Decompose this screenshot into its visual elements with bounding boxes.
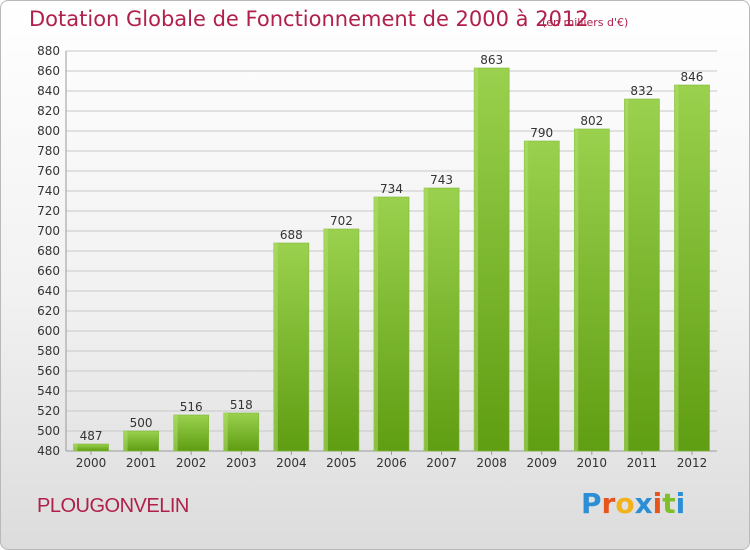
bar-2007 bbox=[423, 187, 460, 452]
data-label: 518 bbox=[230, 398, 253, 412]
data-label: 688 bbox=[280, 228, 303, 242]
logo-letter: x bbox=[634, 487, 653, 520]
bar-highlight bbox=[424, 188, 429, 451]
logo-letter: P bbox=[581, 487, 602, 520]
bar-highlight bbox=[674, 85, 679, 451]
bar-2005 bbox=[323, 228, 360, 452]
data-label: 743 bbox=[430, 173, 453, 187]
y-tick-label: 560 bbox=[37, 364, 60, 378]
bar-highlight bbox=[173, 415, 178, 451]
logo-letter: o bbox=[615, 487, 635, 520]
y-tick-label: 800 bbox=[37, 124, 60, 138]
bar-2009 bbox=[523, 140, 560, 452]
y-tick-label: 680 bbox=[37, 244, 60, 258]
x-tick-label: 2007 bbox=[426, 456, 457, 470]
logo-letter: t bbox=[662, 487, 676, 520]
bar-2001 bbox=[123, 430, 159, 452]
bar-highlight bbox=[73, 444, 78, 451]
chart-unit-label: (en milliers d'€) bbox=[542, 16, 629, 29]
data-label: 802 bbox=[580, 114, 603, 128]
y-tick-label: 580 bbox=[37, 344, 60, 358]
bar-2000 bbox=[73, 443, 109, 452]
bar-chart: 480 500 520 540 560 580 600 620 640 660 680 700 720 7… bbox=[37, 44, 717, 470]
y-tick-label: 880 bbox=[37, 44, 60, 58]
bar-highlight bbox=[574, 129, 579, 451]
x-tick-label: 2001 bbox=[126, 456, 157, 470]
logo-letter: r bbox=[601, 487, 616, 520]
chart-title: Dotation Globale de Fonctionnement de 20… bbox=[29, 7, 589, 31]
y-tick-label: 740 bbox=[37, 184, 60, 198]
bar-2008 bbox=[473, 67, 510, 452]
y-tick-label: 720 bbox=[37, 204, 60, 218]
bar-2011 bbox=[624, 98, 660, 452]
data-label: 863 bbox=[480, 53, 503, 67]
y-tick-label: 760 bbox=[37, 164, 60, 178]
bar-2004 bbox=[273, 242, 310, 452]
bar-2010 bbox=[573, 128, 610, 452]
y-tick-label: 840 bbox=[37, 84, 60, 98]
y-tick-label: 520 bbox=[37, 404, 60, 418]
data-label: 832 bbox=[630, 84, 653, 98]
bar-highlight bbox=[323, 229, 328, 451]
data-label: 516 bbox=[180, 400, 203, 414]
data-label: 500 bbox=[130, 416, 153, 430]
data-label: 734 bbox=[380, 182, 403, 196]
y-tick-label: 540 bbox=[37, 384, 60, 398]
bar-highlight bbox=[373, 197, 378, 451]
data-labels: 487 500 516 518 688 702 734 743 863 790 802 832 846 bbox=[80, 53, 704, 443]
logo-letter: i bbox=[652, 487, 663, 520]
y-tick-label: 500 bbox=[37, 424, 60, 438]
y-tick-label: 860 bbox=[37, 64, 60, 78]
x-tick-label: 2003 bbox=[226, 456, 257, 470]
data-label: 702 bbox=[330, 214, 353, 228]
y-tick-label: 480 bbox=[37, 444, 60, 458]
x-tick-label: 2005 bbox=[326, 456, 357, 470]
bar-2012 bbox=[674, 84, 710, 452]
y-tick-label: 620 bbox=[37, 304, 60, 318]
bars bbox=[73, 67, 710, 452]
commune-name: PLOUGONVELIN bbox=[37, 495, 189, 517]
y-tick-label: 660 bbox=[37, 264, 60, 278]
bar-highlight bbox=[223, 413, 228, 451]
axes: 480 500 520 540 560 580 600 620 640 660 680 700 720 7… bbox=[37, 44, 717, 470]
data-label: 790 bbox=[530, 126, 553, 140]
bar-highlight bbox=[474, 68, 479, 451]
bar-highlight bbox=[524, 141, 529, 451]
proxiti-logo: Proxiti bbox=[581, 487, 685, 520]
x-tick-label: 2002 bbox=[176, 456, 207, 470]
bar-2006 bbox=[373, 196, 410, 452]
y-tick-label: 700 bbox=[37, 224, 60, 238]
x-tick-label: 2011 bbox=[627, 456, 658, 470]
x-tick-label: 2006 bbox=[376, 456, 407, 470]
data-label: 487 bbox=[80, 429, 103, 443]
x-tick-label: 2000 bbox=[76, 456, 107, 470]
y-tick-label: 780 bbox=[37, 144, 60, 158]
x-tick-label: 2004 bbox=[276, 456, 307, 470]
data-label: 846 bbox=[681, 70, 704, 84]
bar-2003 bbox=[223, 412, 260, 452]
y-tick-label: 820 bbox=[37, 104, 60, 118]
x-tick-label: 2012 bbox=[677, 456, 708, 470]
x-tick-label: 2010 bbox=[577, 456, 608, 470]
bar-2002 bbox=[173, 414, 210, 452]
x-tick-label: 2008 bbox=[476, 456, 507, 470]
bar-highlight bbox=[123, 431, 128, 451]
bar-highlight bbox=[273, 243, 278, 451]
bar-highlight bbox=[624, 99, 629, 451]
y-tick-label: 600 bbox=[37, 324, 60, 338]
x-tick-label: 2009 bbox=[526, 456, 557, 470]
logo-letter: i bbox=[675, 487, 686, 520]
y-tick-label: 640 bbox=[37, 284, 60, 298]
